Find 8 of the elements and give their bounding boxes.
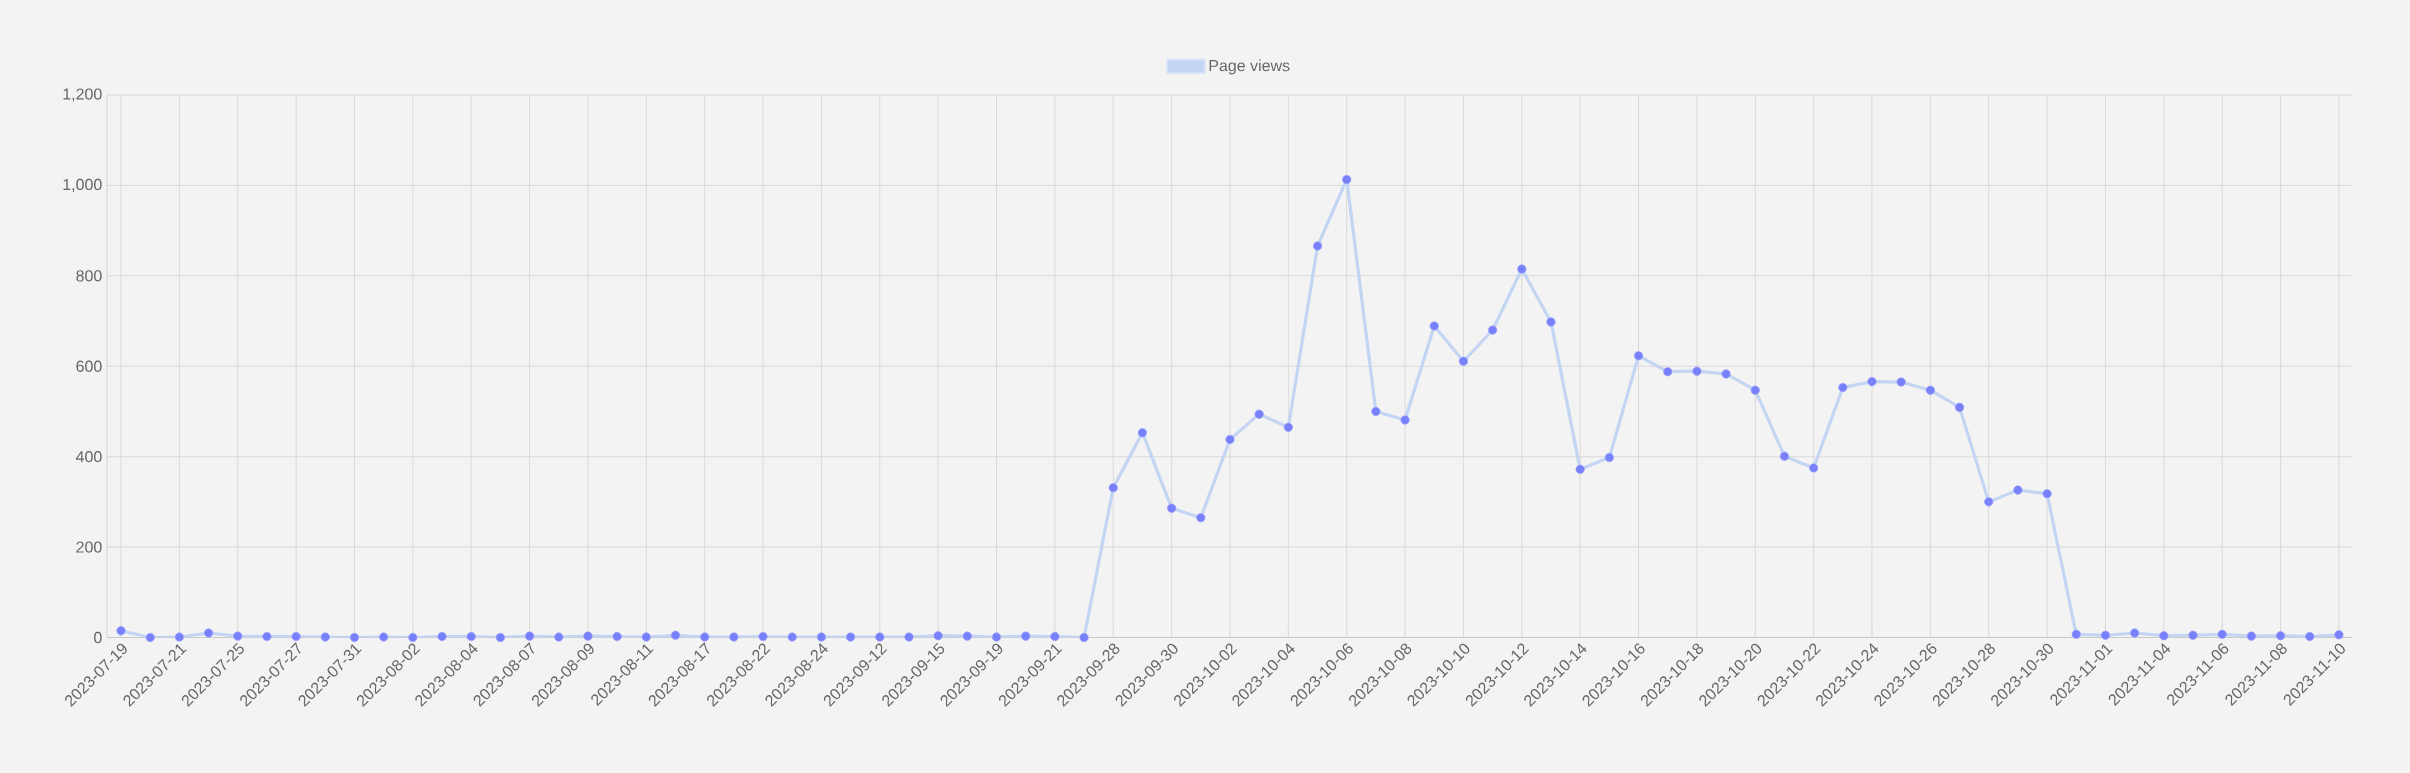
y-tick-label: 0: [94, 631, 102, 644]
y-tick-label: 1,000: [63, 178, 102, 193]
y-tick-label: 800: [76, 270, 102, 282]
y-tick-label: 1,200: [63, 88, 102, 102]
y-tick-label: 400: [75, 451, 102, 463]
y-tick-label: 200: [76, 541, 102, 553]
legend-label: Page views: [1209, 59, 1290, 75]
y-tick-label: 600: [76, 360, 102, 372]
